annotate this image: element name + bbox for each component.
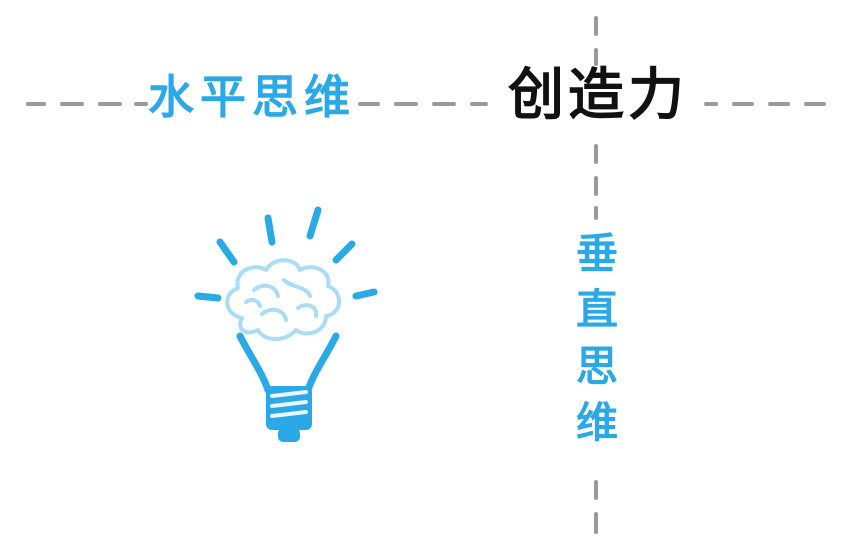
bulb-glass-outline (236, 332, 340, 394)
light-rays (194, 206, 378, 302)
lightbulb-brain-icon (194, 206, 378, 442)
vertical-char-3: 思 (575, 341, 618, 391)
vertical-thinking-label: 垂 直 思 维 (571, 222, 623, 456)
bulb-base (266, 386, 312, 442)
vertical-char-1: 垂 (575, 229, 618, 278)
creativity-label: 创造力 (500, 68, 696, 124)
vertical-char-4: 维 (575, 397, 618, 447)
brain-icon (225, 258, 341, 341)
vertical-char-2: 直 (575, 285, 618, 335)
horizontal-thinking-label: 水平思维 (148, 70, 356, 124)
